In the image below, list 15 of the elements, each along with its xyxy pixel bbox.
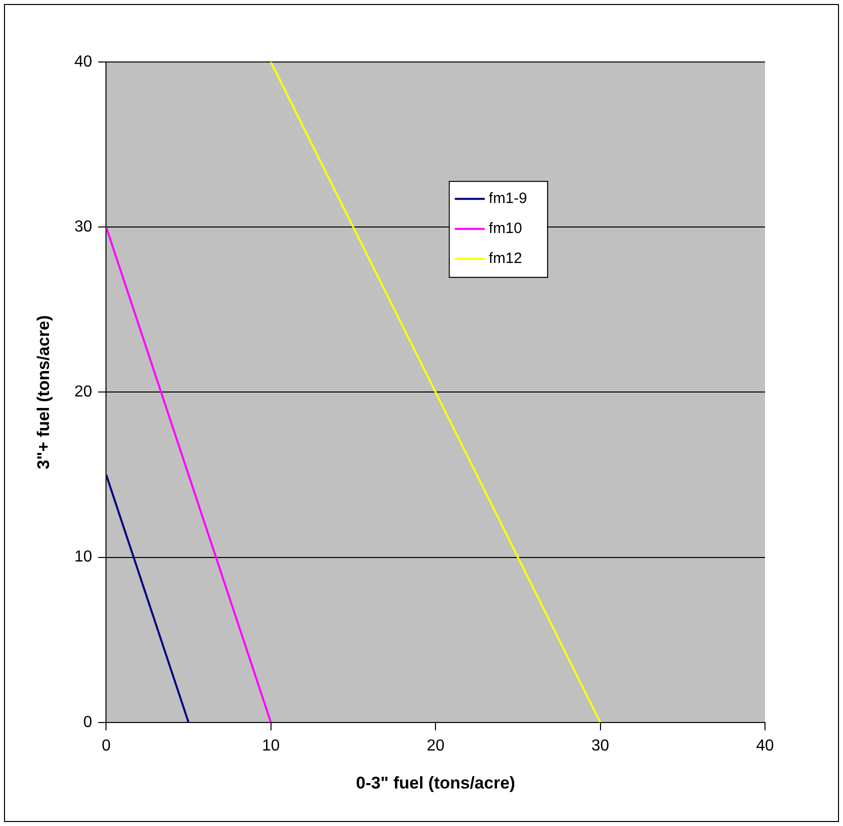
y-tick-label: 10 (74, 548, 92, 566)
y-tick-label: 40 (74, 53, 92, 70)
legend-label: fm1-9 (488, 190, 528, 208)
x-tick-label: 30 (591, 737, 610, 754)
y-tick-label: 30 (74, 218, 92, 236)
x-axis-title: 0-3" fuel (tons/acre) (356, 773, 516, 792)
legend-label: fm10 (488, 220, 522, 238)
y-axis-title: 3"+ fuel (tons/acre) (34, 315, 53, 470)
x-tick-label: 40 (756, 737, 774, 754)
y-tick-label: 20 (74, 384, 92, 401)
x-tick-label: 20 (426, 737, 445, 754)
y-tick-label: 0 (83, 714, 92, 731)
x-tick-label: 10 (262, 737, 280, 754)
x-tick-label: 0 (102, 737, 111, 754)
legend-label: fm12 (488, 250, 522, 268)
